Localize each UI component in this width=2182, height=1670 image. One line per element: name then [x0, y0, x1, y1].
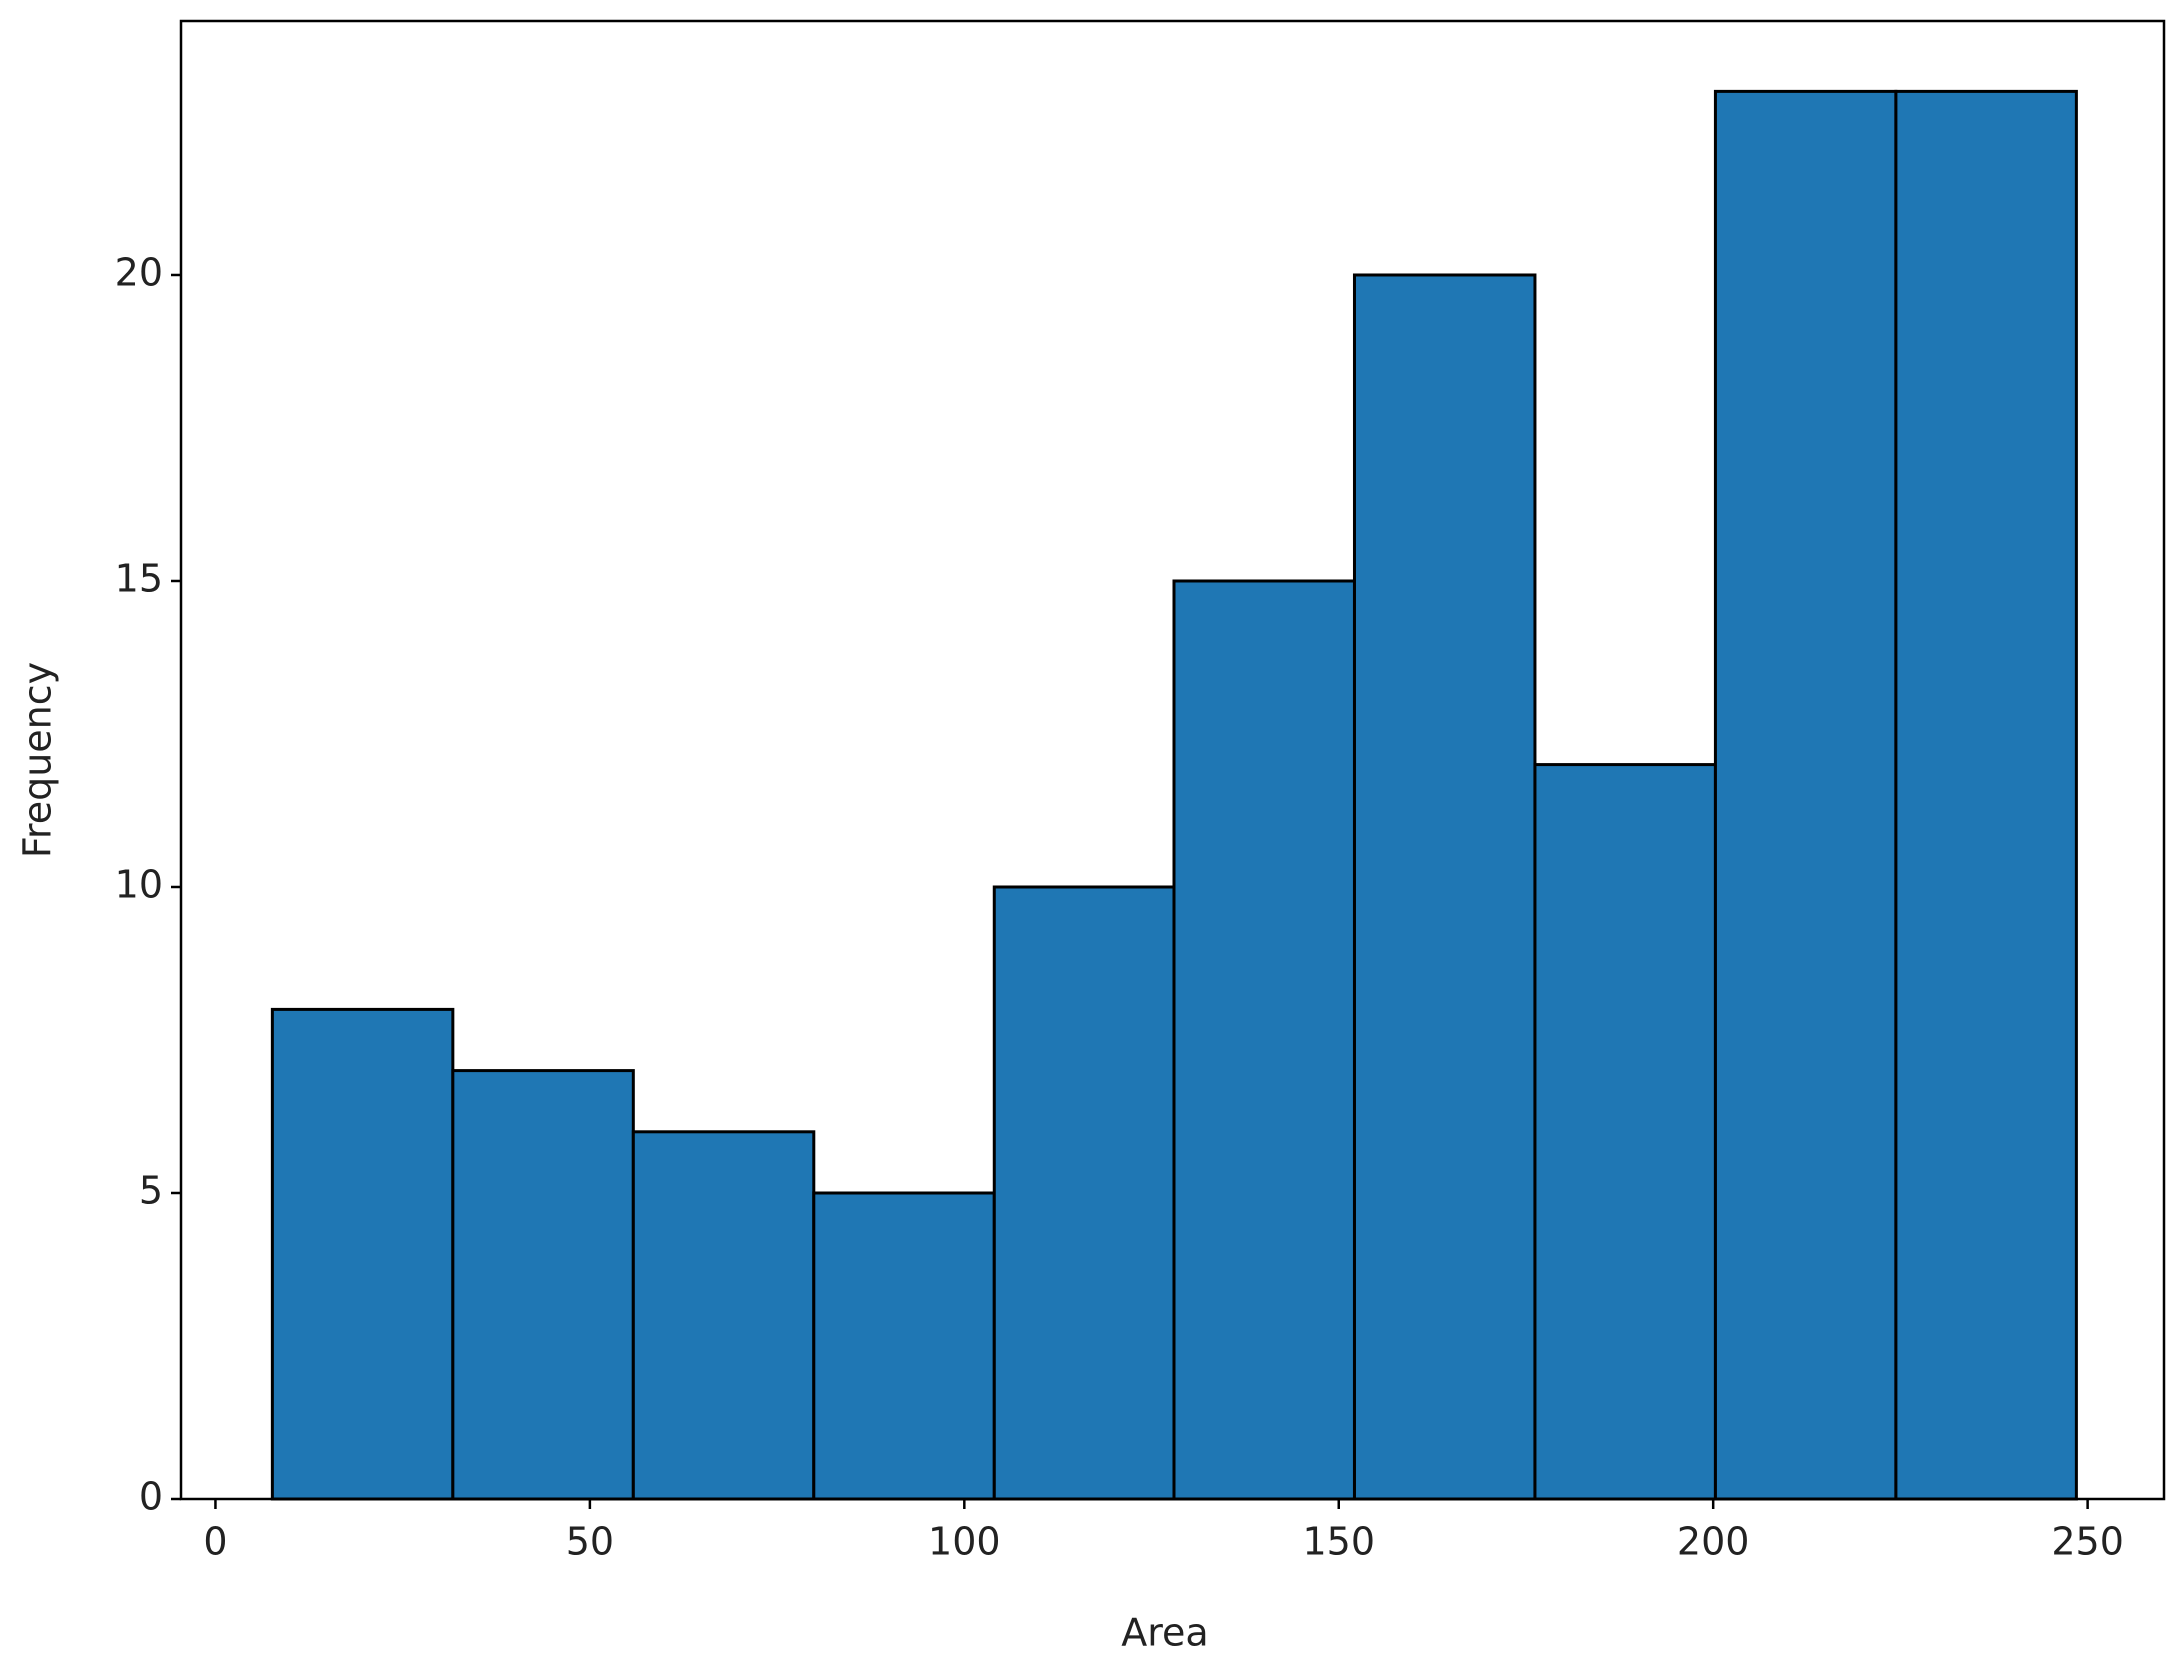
x-tick-label: 250: [2051, 1520, 2124, 1564]
bar: [992, 885, 1176, 1501]
bar: [451, 1069, 635, 1501]
y-tick-label: 0: [139, 1475, 163, 1519]
y-tick-label: 15: [115, 556, 163, 600]
plot-frame: [179, 19, 2166, 1501]
x-tick-label: 150: [1302, 1520, 1375, 1564]
x-tick-label: 100: [928, 1520, 1001, 1564]
bar: [1713, 89, 1898, 1501]
bar: [1533, 763, 1717, 1501]
bar: [270, 1007, 455, 1501]
bar: [631, 1130, 816, 1501]
x-axis-label: Area: [1121, 1611, 1208, 1655]
x-tick-label: 0: [203, 1520, 227, 1564]
bar: [1172, 579, 1356, 1501]
x-tick-label: 50: [566, 1520, 614, 1564]
x-tick-label: 200: [1677, 1520, 1750, 1564]
bar: [1352, 273, 1537, 1501]
y-tick-label: 5: [139, 1168, 163, 1212]
y-tick-label: 20: [115, 250, 163, 294]
bar: [1894, 89, 2078, 1501]
bar: [812, 1191, 996, 1501]
y-axis-label: Frequency: [16, 662, 60, 858]
y-tick-label: 10: [115, 862, 163, 906]
